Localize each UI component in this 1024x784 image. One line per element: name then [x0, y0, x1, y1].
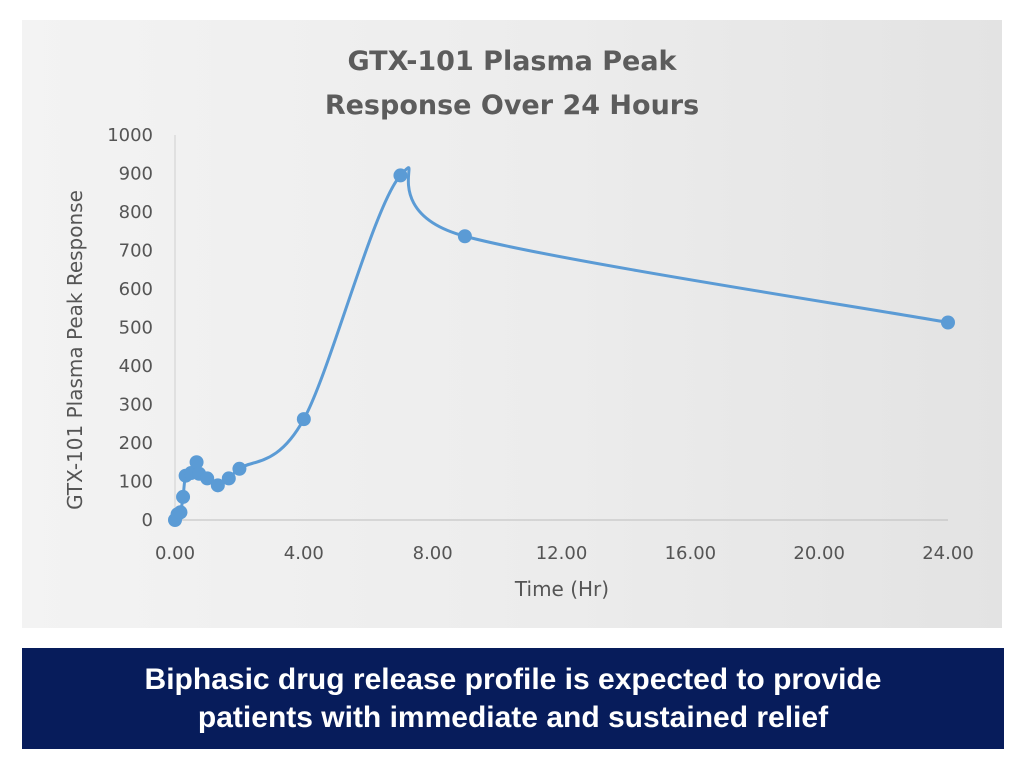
- data-point: [941, 315, 955, 330]
- summary-banner: Biphasic drug release profile is expecte…: [22, 648, 1004, 749]
- y-axis-label: GTX-101 Plasma Peak Response: [63, 190, 87, 510]
- y-tick-label: 0: [142, 510, 153, 531]
- data-point: [457, 229, 472, 244]
- y-tick-label: 600: [119, 279, 153, 300]
- x-tick-label: 12.00: [536, 543, 588, 564]
- x-tick-label: 0.00: [155, 543, 195, 564]
- data-point: [393, 168, 408, 183]
- y-tick-label: 100: [119, 472, 153, 493]
- chart-title-line-2: Response Over 24 Hours: [325, 90, 699, 121]
- series-points: [168, 168, 955, 527]
- data-point: [200, 471, 215, 486]
- data-point: [173, 505, 188, 520]
- series-line: [173, 166, 949, 521]
- y-tick-label: 400: [119, 356, 153, 377]
- x-tick-label: 8.00: [413, 543, 453, 564]
- line-chart: GTX-101 Plasma Peak Response Over 24 Hou…: [63, 46, 974, 601]
- y-tick-label: 900: [119, 164, 153, 185]
- data-point: [210, 478, 225, 493]
- x-tick-label: 24.00: [922, 543, 974, 564]
- chart-panel: GTX-101 Plasma Peak Response Over 24 Hou…: [22, 20, 1002, 628]
- y-tick-label: 200: [119, 433, 153, 454]
- banner-line-2: patients with immediate and sustained re…: [197, 700, 829, 734]
- x-axis-label: Time (Hr): [514, 577, 609, 601]
- y-tick-label: 1000: [107, 125, 153, 146]
- x-tick-label: 4.00: [284, 543, 324, 564]
- y-tick-label: 800: [119, 202, 153, 223]
- banner-line-1: Biphasic drug release profile is expecte…: [144, 662, 882, 696]
- data-point: [221, 471, 236, 486]
- data-point: [176, 489, 191, 504]
- x-tick-labels: 0.00 4.00 8.00 12.00 16.00 20.00 24.00: [155, 543, 974, 564]
- y-tick-label: 500: [119, 318, 153, 339]
- x-tick-label: 16.00: [665, 543, 717, 564]
- data-point: [189, 455, 204, 470]
- chart-title-line-1: GTX-101 Plasma Peak: [347, 46, 677, 77]
- data-point: [232, 461, 247, 476]
- data-point: [296, 412, 311, 427]
- x-tick-label: 20.00: [793, 543, 845, 564]
- y-tick-label: 300: [119, 395, 153, 416]
- y-tick-label: 700: [119, 241, 153, 262]
- y-tick-labels: 0 100 200 300 400 500 600 700 800 900 1000: [107, 125, 153, 531]
